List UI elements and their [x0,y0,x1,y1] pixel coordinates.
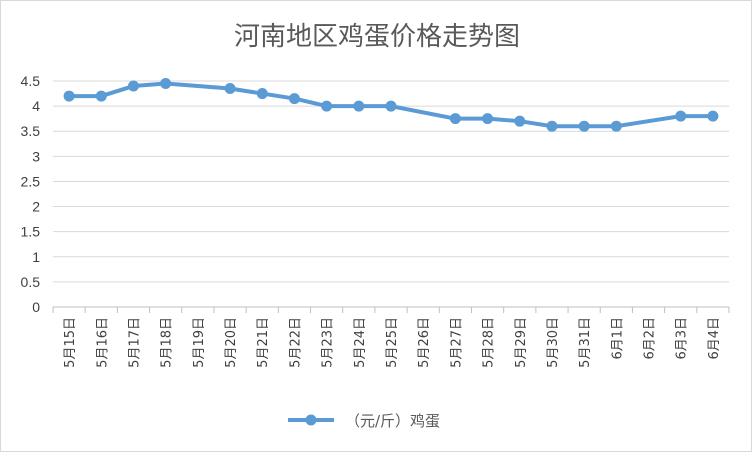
legend: （元/斤）鸡蛋 [288,412,440,430]
data-point [449,113,461,125]
x-axis-ticks: 5月15日 5月16日 5月17日 5月18日 5月19日 5月20日 5月21日 5月22日… [63,317,722,368]
x-tick-label: 5月25日 [385,317,400,368]
x-tick-label: 5月15日 [63,317,78,368]
x-tick-label: 5月31日 [578,317,593,368]
data-point [675,110,687,122]
data-point [256,88,268,100]
data-point [610,120,622,132]
data-point [578,120,590,132]
x-tick-label: 5月17日 [127,317,142,368]
y-tick-label: 1.5 [21,224,41,240]
data-point [127,80,139,92]
x-tick-label: 5月20日 [224,317,239,368]
data-point [63,90,75,102]
y-tick-label: 2 [32,199,40,215]
x-tick-label: 5月19日 [192,317,207,368]
data-point [160,78,172,90]
y-tick-label: 2.5 [21,173,41,189]
data-point [224,83,236,95]
y-tick-label: 1 [32,249,40,265]
x-tick-label: 5月18日 [160,317,175,368]
x-tick-label: 6月1日 [610,317,625,360]
y-tick-label: 0 [32,299,40,315]
x-tick-label: 5月29日 [514,317,529,368]
x-tick-label: 5月22日 [288,317,303,368]
data-point [482,113,494,125]
x-tick-label: 5月21日 [256,317,271,368]
gridlines [53,80,729,308]
legend-swatch-marker [305,414,317,426]
y-axis-ticks: 0 0.5 1 1.5 2 2.5 3 3.5 4 4.5 [21,73,41,315]
data-point [95,90,107,102]
x-tick-label: 5月16日 [95,317,110,368]
x-axis [52,306,730,313]
chart-title: 河南地区鸡蛋价格走势图 [234,22,520,52]
y-tick-label: 4.5 [21,73,41,89]
data-point [288,93,300,105]
x-tick-label: 5月30日 [546,317,561,368]
data-point [385,100,397,112]
data-point [707,110,719,122]
y-tick-label: 0.5 [21,274,41,290]
x-tick-label: 5月26日 [417,317,432,368]
x-tick-label: 6月3日 [675,317,690,360]
data-point [353,100,365,112]
y-tick-label: 4 [32,98,40,114]
x-tick-label: 6月4日 [707,317,722,360]
data-point [546,120,558,132]
x-tick-label: 5月24日 [353,317,368,368]
y-tick-label: 3.5 [21,123,41,139]
series-layer [63,78,719,132]
x-tick-label: 5月28日 [482,317,497,368]
x-tick-label: 6月2日 [643,317,658,360]
data-point [514,115,526,127]
y-tick-label: 3 [32,148,40,164]
data-point [321,100,333,112]
legend-label: （元/斤）鸡蛋 [345,412,440,430]
x-tick-label: 5月23日 [321,317,336,368]
x-tick-label: 5月27日 [449,317,464,368]
